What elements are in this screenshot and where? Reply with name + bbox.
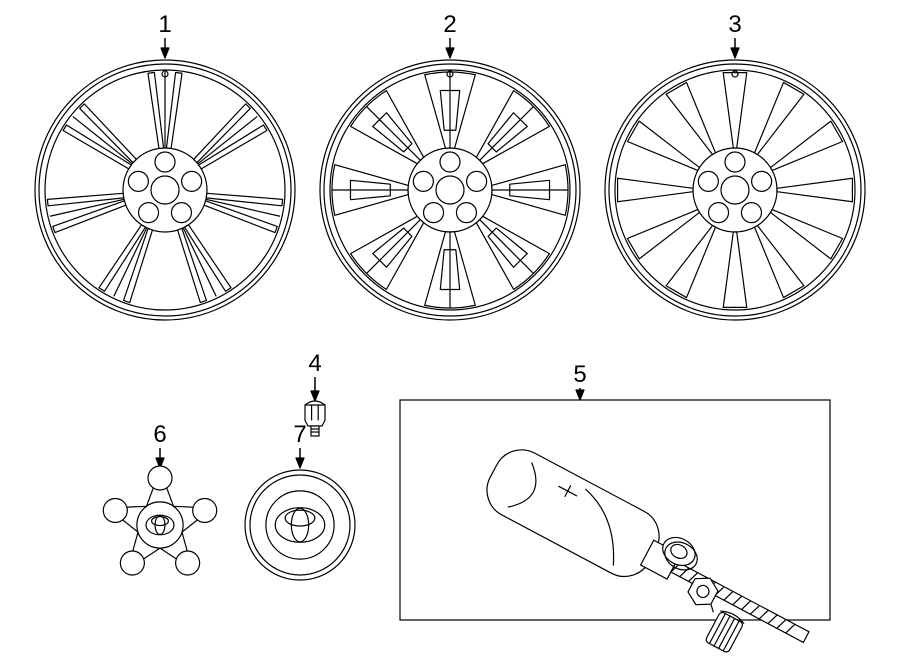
wheel-diagram-2 bbox=[320, 60, 580, 320]
lug-nut-diagram bbox=[305, 401, 325, 436]
wheel-diagram-1 bbox=[35, 60, 295, 320]
svg-text:5: 5 bbox=[573, 361, 586, 388]
tpms-sensor-diagram bbox=[400, 400, 830, 661]
svg-text:3: 3 bbox=[728, 11, 741, 38]
svg-text:4: 4 bbox=[308, 350, 321, 377]
svg-text:1: 1 bbox=[158, 11, 171, 38]
wheel-diagram-3 bbox=[605, 60, 865, 320]
hubcap-round-diagram bbox=[245, 470, 355, 580]
svg-text:2: 2 bbox=[443, 11, 456, 38]
svg-text:7: 7 bbox=[293, 421, 306, 448]
hubcap-star-diagram bbox=[103, 466, 216, 575]
svg-text:6: 6 bbox=[153, 421, 166, 448]
